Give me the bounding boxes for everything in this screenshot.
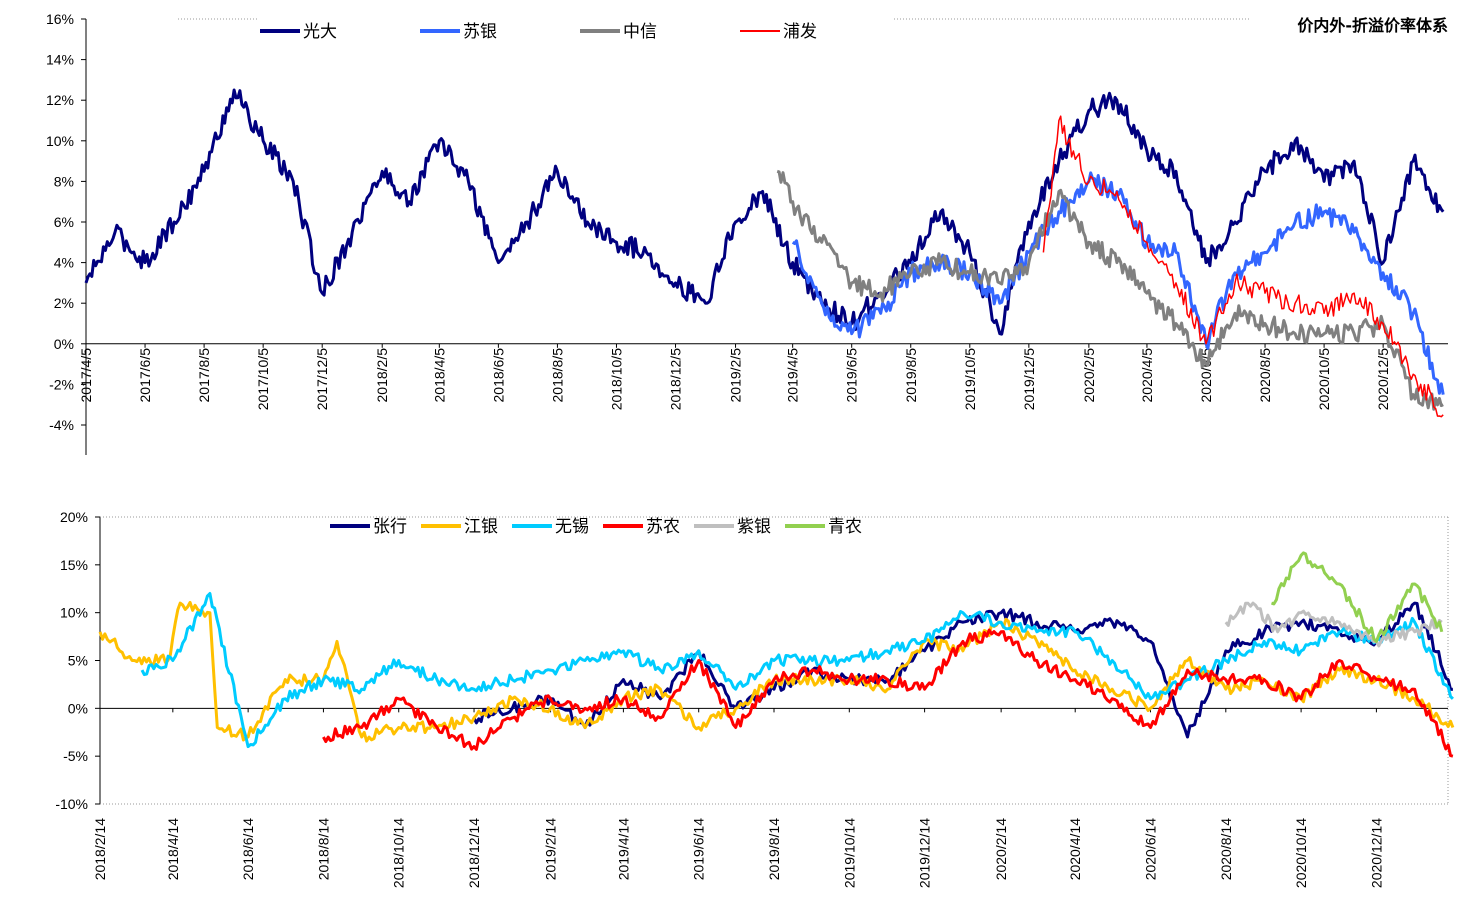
x-tick-label: 2018/2/14 (92, 818, 108, 880)
x-tick-label: 2019/6/14 (691, 818, 707, 880)
series-line (84, 88, 1445, 336)
x-tick-label: 2019/2/5 (728, 348, 744, 403)
x-tick-label: 2018/12/14 (466, 818, 482, 888)
y-tick-label: 4% (54, 255, 74, 271)
x-tick-label: 2019/4/14 (615, 818, 631, 880)
legend-label: 紫银 (737, 517, 771, 537)
legend-label: 张行 (373, 517, 407, 537)
y-tick-label: 8% (54, 173, 74, 189)
x-tick-label: 2020/10/14 (1293, 818, 1309, 888)
y-tick-label: 0% (54, 336, 74, 352)
y-tick-label: -2% (49, 376, 74, 392)
y-tick-label: 2% (54, 295, 74, 311)
x-tick-label: 2017/12/5 (314, 348, 330, 410)
series-line (1271, 551, 1444, 643)
x-tick-label: 2018/4/5 (431, 348, 447, 403)
x-tick-label: 2020/12/5 (1375, 348, 1391, 410)
y-tick-label: 10% (60, 605, 88, 621)
y-tick-label: 5% (68, 653, 88, 669)
x-tick-label: 2020/2/5 (1081, 348, 1097, 403)
x-tick-label: 2018/12/5 (668, 348, 684, 410)
series-line (776, 169, 1444, 411)
x-tick-label: 2019/8/5 (903, 348, 919, 403)
x-tick-label: 2018/2/5 (374, 348, 390, 403)
y-tick-label: 14% (46, 52, 74, 68)
series-line (140, 592, 1454, 749)
x-tick-label: 2019/8/14 (766, 818, 782, 880)
x-tick-label: 2019/2/14 (543, 818, 559, 880)
series-line (322, 628, 1454, 758)
legend-label: 中信 (623, 22, 657, 42)
series-line (1042, 115, 1444, 418)
x-tick-label: 2020/10/5 (1316, 348, 1332, 410)
x-tick-label: 2018/6/14 (240, 818, 256, 880)
y-tick-label: -10% (55, 796, 88, 812)
x-tick-label: 2018/6/5 (490, 348, 506, 403)
legend-label: 青农 (828, 517, 862, 537)
chart-title: 价内外-折溢价率体系 (1297, 16, 1448, 35)
y-tick-label: 12% (46, 92, 74, 108)
x-tick-label: 2020/12/14 (1368, 818, 1384, 888)
x-tick-label: 2020/8/5 (1257, 348, 1273, 403)
x-tick-label: 2020/4/14 (1067, 818, 1083, 880)
series-line (1224, 601, 1443, 648)
x-tick-label: 2017/10/5 (255, 348, 271, 410)
x-tick-label: 2017/4/5 (78, 348, 94, 403)
x-tick-label: 2019/10/5 (962, 348, 978, 410)
x-tick-label: 2019/6/5 (844, 348, 860, 403)
bottom-chart: 20% 15% 10% 5% 0% -5% -10%2018/2/14 2018/4/14 20… (55, 509, 1455, 888)
y-tick-label: -4% (49, 417, 74, 433)
legend-label: 苏银 (463, 22, 497, 42)
legend-label: 江银 (464, 517, 498, 537)
y-tick-label: 16% (46, 11, 74, 27)
x-tick-label: 2019/10/14 (841, 818, 857, 888)
top-chart: 16% 14% 12% 10% 8% 6% 4% 2% 0% -2% -4%2017/4/5 2017… (46, 11, 1448, 455)
y-tick-label: 20% (60, 509, 88, 525)
x-tick-label: 2019/4/5 (785, 348, 801, 403)
x-tick-label: 2017/8/5 (196, 348, 212, 403)
y-tick-label: 6% (54, 214, 74, 230)
x-tick-label: 2018/8/14 (315, 818, 331, 880)
legend-label: 苏农 (646, 517, 680, 537)
legend-label: 光大 (303, 22, 337, 42)
series-line (472, 601, 1454, 739)
x-tick-label: 2020/4/5 (1139, 348, 1155, 403)
legend-label: 无锡 (555, 517, 589, 537)
x-tick-label: 2019/12/14 (917, 818, 933, 888)
y-tick-label: -5% (63, 748, 88, 764)
x-tick-label: 2018/8/5 (549, 348, 565, 403)
x-tick-label: 2018/4/14 (165, 818, 181, 880)
x-tick-label: 2020/6/14 (1143, 818, 1159, 880)
x-tick-label: 2018/10/5 (608, 348, 624, 410)
x-tick-label: 2018/10/14 (391, 818, 407, 888)
x-tick-label: 2019/12/5 (1021, 348, 1037, 410)
y-tick-label: 15% (60, 557, 88, 573)
y-tick-label: 10% (46, 133, 74, 149)
x-tick-label: 2020/2/14 (993, 818, 1009, 880)
x-tick-label: 2017/6/5 (137, 348, 153, 403)
x-tick-label: 2020/8/14 (1218, 818, 1234, 880)
y-tick-label: 0% (68, 700, 88, 716)
legend-label: 浦发 (783, 22, 817, 42)
series-line (98, 600, 1455, 743)
